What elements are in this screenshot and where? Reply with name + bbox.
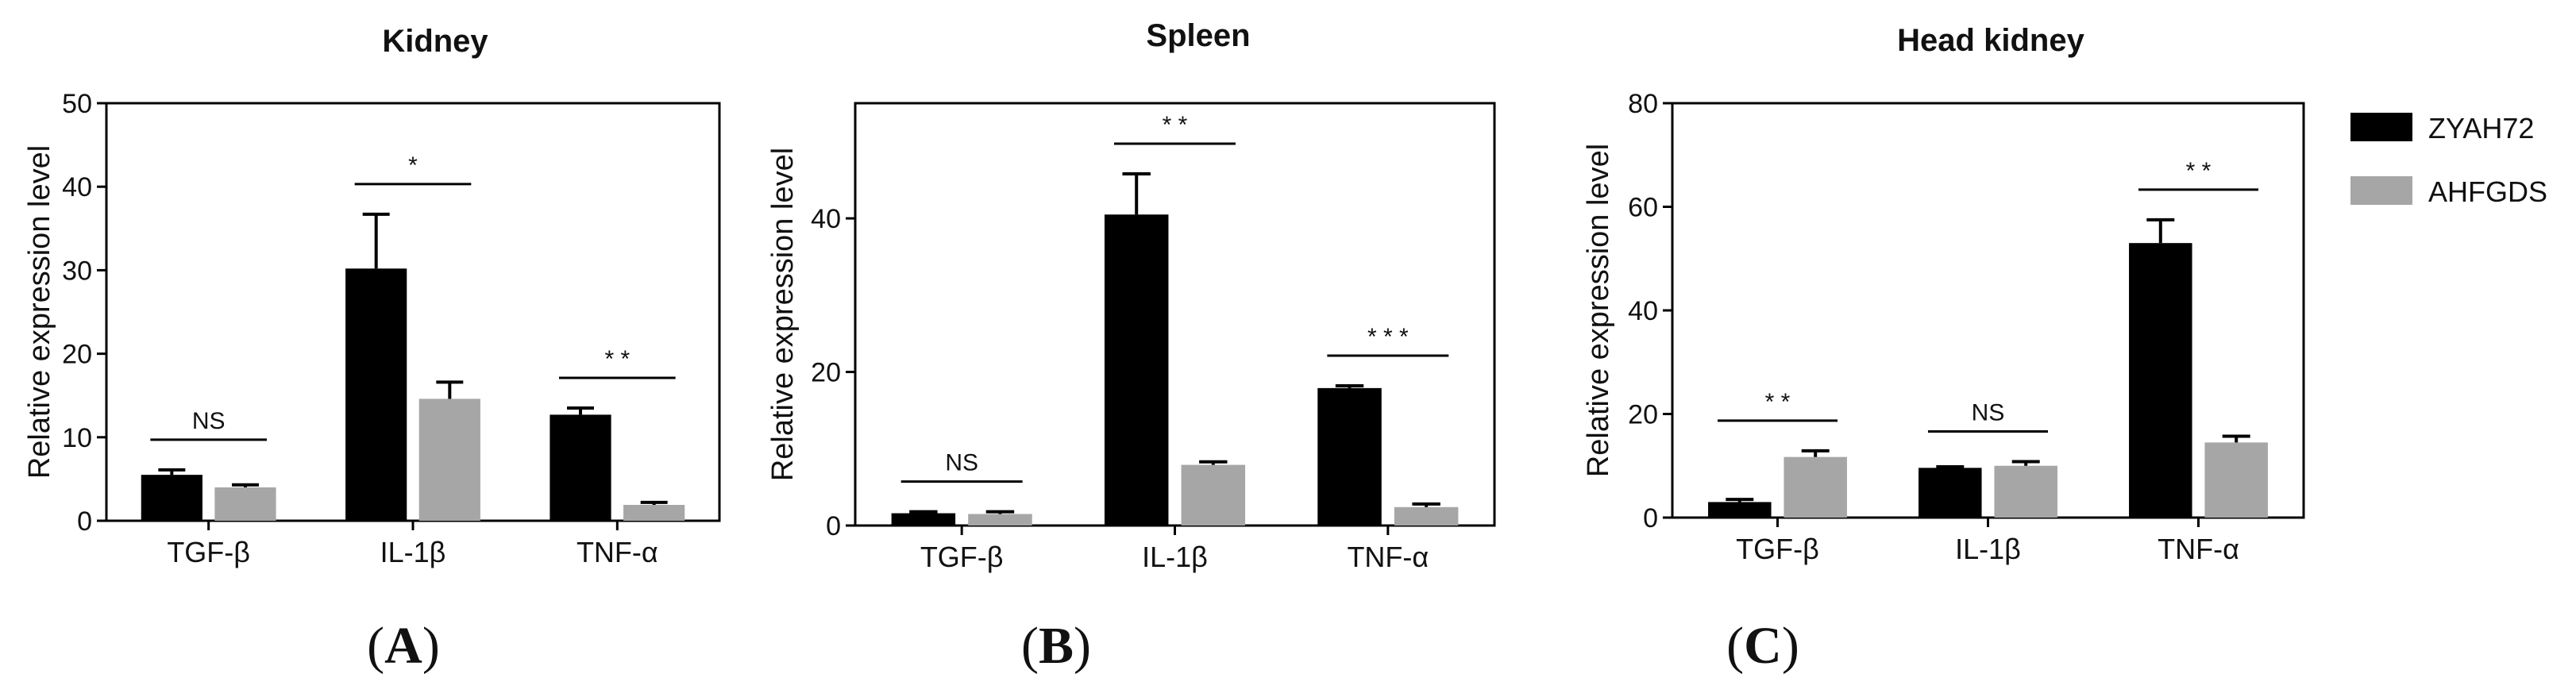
y-axis-label: Relative expression level xyxy=(1582,144,1615,477)
y-tick-label: 0 xyxy=(826,511,841,541)
panel-label: (A) xyxy=(367,617,440,675)
x-tick-label: TGF-β xyxy=(167,536,250,568)
chart-panel-c: Head kidney Relative expression level 0 20 4… xyxy=(1582,23,2305,675)
y-tick-label: 80 xyxy=(1628,89,1658,119)
significance-label: * * * xyxy=(1367,324,1409,350)
panel-letter: B xyxy=(1039,617,1074,675)
bar-ahfgds xyxy=(623,505,685,521)
y-tick-label: 30 xyxy=(62,256,92,286)
y-tick-label: 0 xyxy=(77,506,92,537)
bar-ahfgds xyxy=(214,487,276,521)
bar-zyah72 xyxy=(550,414,611,521)
legend-label-zyah72: ZYAH72 xyxy=(2428,112,2534,144)
x-tick-label: TGF-β xyxy=(920,541,1004,573)
significance-label: NS xyxy=(192,408,226,434)
legend-swatch-ahfgds xyxy=(2350,176,2412,205)
bar-zyah72 xyxy=(2129,243,2192,518)
bar-ahfgds xyxy=(1994,465,2057,518)
legend-label-ahfgds: AHFGDS xyxy=(2428,175,2547,208)
y-tick-label: 40 xyxy=(62,172,92,202)
chart-panel-a: Kidney Relative expression level 0 10 20 30 40… xyxy=(23,24,721,675)
panel-label: (C) xyxy=(1726,617,1799,675)
panel-label: (B) xyxy=(1021,617,1091,675)
bar-zyah72 xyxy=(891,513,956,526)
y-tick-label: 50 xyxy=(62,89,92,119)
bar-zyah72 xyxy=(345,268,407,521)
significance-label: * * xyxy=(2186,158,2212,184)
chart-title: Head kidney xyxy=(1897,23,2084,58)
y-tick-label: 0 xyxy=(1643,503,1658,533)
x-tick-label: IL-1β xyxy=(1142,541,1208,573)
chart-title: Kidney xyxy=(382,24,488,59)
bar-zyah72 xyxy=(1919,468,1982,518)
significance-label: NS xyxy=(1972,400,2005,426)
bar-ahfgds xyxy=(1181,464,1246,526)
bar-ahfgds xyxy=(968,514,1032,526)
legend: ZYAH72 AHFGDS xyxy=(2350,112,2547,208)
y-tick-label: 40 xyxy=(811,204,841,234)
significance-label: NS xyxy=(945,450,978,476)
x-tick-label: TNF-α xyxy=(577,536,658,568)
y-tick-label: 20 xyxy=(62,340,92,370)
x-tick-label: TGF-β xyxy=(1736,533,1819,565)
bar-zyah72 xyxy=(1317,387,1382,526)
bar-ahfgds xyxy=(418,399,480,521)
significance-label: * * xyxy=(604,346,630,372)
y-axis-label: Relative expression level xyxy=(23,145,56,479)
bar-zyah72 xyxy=(1708,502,1772,518)
y-tick-label: 60 xyxy=(1628,193,1658,223)
chart-title: Spleen xyxy=(1146,18,1250,53)
chart-panel-b: Spleen Relative expression level 0 20 40 TGF-… xyxy=(766,18,1496,675)
y-tick-label: 40 xyxy=(1628,296,1658,326)
y-tick-label: 20 xyxy=(811,358,841,388)
x-tick-label: TNF-α xyxy=(1347,541,1429,573)
legend-swatch-zyah72 xyxy=(2350,113,2412,141)
x-tick-label: IL-1β xyxy=(380,536,446,568)
significance-label: * xyxy=(408,152,418,179)
y-tick-label: 10 xyxy=(62,423,92,453)
bar-zyah72 xyxy=(1104,214,1169,526)
panel-letter: C xyxy=(1744,617,1782,675)
y-axis-label: Relative expression level xyxy=(766,148,800,481)
x-tick-label: IL-1β xyxy=(1955,533,2021,565)
significance-label: * * xyxy=(1163,112,1188,138)
bar-ahfgds xyxy=(1394,506,1459,526)
panel-letter: A xyxy=(384,617,422,675)
significance-label: * * xyxy=(1765,389,1791,415)
bar-zyah72 xyxy=(141,475,202,521)
bar-ahfgds xyxy=(2204,442,2268,518)
y-tick-label: 20 xyxy=(1628,400,1658,430)
x-tick-label: TNF-α xyxy=(2158,533,2239,565)
bar-ahfgds xyxy=(1784,456,1847,518)
